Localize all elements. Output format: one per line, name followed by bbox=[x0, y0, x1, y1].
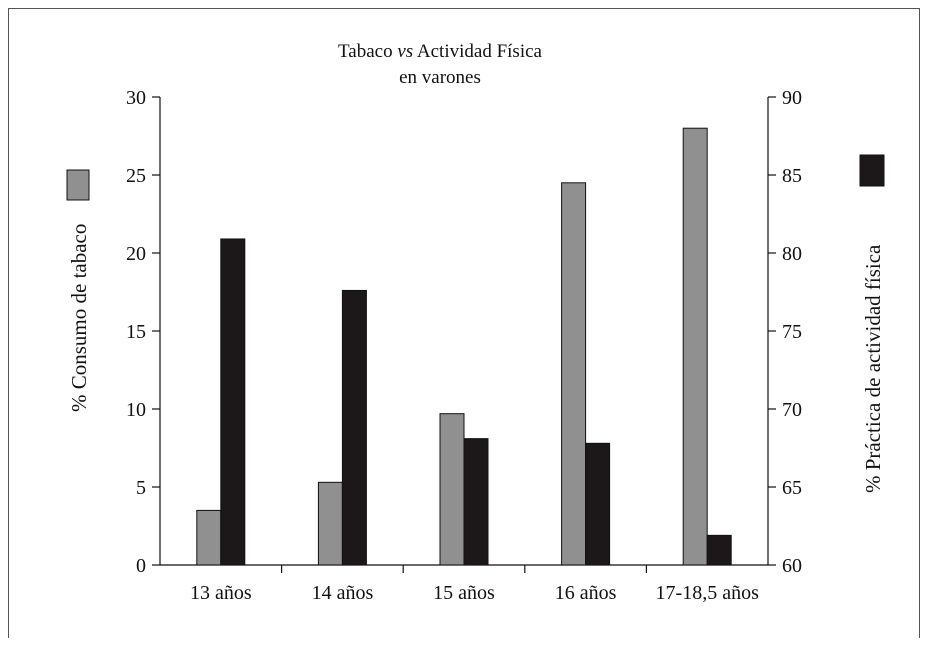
y-tick-label-right: 90 bbox=[782, 87, 802, 109]
bar-actividad bbox=[585, 442, 611, 566]
bar-tabaco bbox=[196, 509, 222, 566]
bar-tabaco bbox=[317, 481, 343, 566]
y-tick-label-left: 5 bbox=[136, 477, 146, 499]
axes bbox=[152, 96, 776, 573]
chart-subtitle: en varones bbox=[399, 67, 481, 88]
y-tick-label-right: 75 bbox=[782, 321, 802, 343]
y-tick-label-left: 25 bbox=[126, 165, 146, 187]
y-axis-label-left: % Consumo de tabaco bbox=[67, 224, 91, 412]
legend-swatch-actividad bbox=[859, 154, 885, 187]
x-tick-label: 14 años bbox=[312, 582, 374, 604]
bar-tabaco bbox=[682, 127, 708, 566]
y-tick-label-right: 70 bbox=[782, 399, 802, 421]
chart-title: Tabaco vs Actividad Física bbox=[338, 41, 542, 62]
bar-tabaco bbox=[561, 182, 587, 566]
y-tick-label-right: 60 bbox=[782, 555, 802, 577]
chart-frame bbox=[8, 8, 920, 638]
y-tick-label-left: 0 bbox=[136, 555, 146, 577]
y-axis-label-right: % Práctica de actividad física bbox=[861, 244, 885, 493]
y-tick-label-left: 20 bbox=[126, 243, 146, 265]
legend-swatch-tabaco bbox=[66, 169, 90, 201]
y-tick-label-right: 65 bbox=[782, 477, 802, 499]
y-tick-label-left: 30 bbox=[126, 87, 146, 109]
bar-actividad bbox=[220, 238, 246, 566]
y-tick-label-left: 10 bbox=[126, 399, 146, 421]
y-tick-label-right: 80 bbox=[782, 243, 802, 265]
bar-actividad bbox=[706, 534, 732, 566]
x-tick-label: 15 años bbox=[433, 582, 495, 604]
bars bbox=[196, 127, 732, 566]
y-tick-label-right: 85 bbox=[782, 165, 802, 187]
x-tick-label: 16 años bbox=[555, 582, 617, 604]
bar-tabaco bbox=[439, 413, 465, 566]
x-tick-label: 13 años bbox=[190, 582, 252, 604]
bar-actividad bbox=[341, 289, 367, 566]
bar-actividad bbox=[463, 438, 489, 566]
y-tick-label-left: 15 bbox=[126, 321, 146, 343]
x-tick-label: 17-18,5 años bbox=[656, 582, 760, 604]
tick-labels: 0 5 10 15 20 25 30 60 65 70 75 80 85 90 13 años 14 años… bbox=[126, 87, 802, 604]
